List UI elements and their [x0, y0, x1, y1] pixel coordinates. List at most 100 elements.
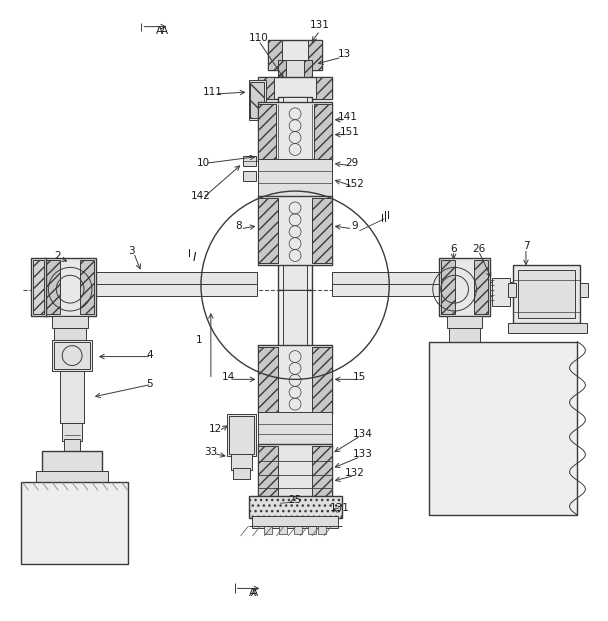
Text: 142: 142	[191, 191, 211, 201]
Bar	[87, 273, 257, 284]
Bar	[258, 198, 278, 263]
Bar	[60, 371, 84, 423]
Bar	[249, 80, 266, 120]
Text: 29: 29	[345, 158, 358, 168]
Text: 2: 2	[54, 250, 61, 260]
Text: 15: 15	[353, 373, 366, 383]
Bar	[278, 60, 286, 82]
Bar	[21, 483, 128, 564]
Bar	[316, 77, 332, 99]
Bar	[258, 196, 332, 265]
Bar	[52, 316, 88, 328]
Bar	[258, 77, 274, 99]
Text: 134: 134	[353, 429, 372, 439]
Bar	[314, 104, 332, 160]
Text: 13: 13	[338, 49, 351, 60]
Text: 131: 131	[310, 20, 330, 30]
Text: 132: 132	[345, 468, 364, 479]
Bar	[57, 274, 85, 304]
Text: 1: 1	[196, 335, 202, 345]
Text: 9: 9	[351, 221, 358, 231]
Text: A: A	[156, 25, 164, 35]
Text: 12: 12	[209, 424, 223, 434]
Bar	[268, 40, 322, 70]
Text: 131: 131	[330, 503, 350, 513]
Bar	[80, 260, 94, 314]
Bar	[312, 347, 332, 412]
Bar	[243, 171, 257, 181]
Bar	[52, 340, 92, 371]
Bar	[233, 468, 250, 479]
Bar	[294, 526, 302, 534]
Text: I: I	[192, 251, 196, 264]
Text: 3: 3	[128, 245, 135, 256]
Bar	[439, 258, 490, 316]
Bar	[32, 260, 44, 314]
Text: 111: 111	[203, 87, 223, 97]
Text: A: A	[250, 588, 258, 599]
Bar	[264, 526, 272, 534]
Text: I: I	[187, 248, 190, 258]
Bar	[36, 471, 108, 483]
Bar	[258, 104, 276, 160]
Bar	[283, 97, 307, 290]
Bar	[447, 316, 482, 328]
Bar	[279, 526, 287, 534]
Bar	[278, 97, 312, 290]
Text: 6: 6	[451, 243, 457, 253]
Bar	[258, 412, 332, 444]
Bar	[249, 496, 342, 518]
Bar	[30, 258, 46, 316]
Text: 33: 33	[204, 446, 218, 456]
Text: 25: 25	[288, 496, 302, 505]
Text: A: A	[249, 588, 255, 599]
Bar	[513, 265, 581, 323]
Bar	[43, 451, 102, 473]
Text: 8: 8	[235, 221, 242, 231]
Bar	[474, 260, 488, 314]
Bar	[441, 260, 455, 314]
Bar	[490, 283, 512, 296]
Bar	[54, 342, 90, 369]
Bar	[429, 342, 578, 515]
Text: 14: 14	[222, 373, 235, 383]
Text: 152: 152	[345, 179, 364, 189]
Bar	[332, 273, 441, 284]
Bar	[278, 290, 312, 483]
Bar	[250, 82, 264, 118]
Bar	[243, 156, 257, 166]
Bar	[62, 423, 82, 441]
Bar	[258, 102, 332, 161]
Bar	[87, 283, 257, 296]
Bar	[252, 516, 337, 528]
Bar	[449, 328, 480, 342]
Text: 5: 5	[146, 379, 153, 389]
Bar	[258, 444, 332, 498]
Text: 151: 151	[340, 127, 359, 137]
Text: 110: 110	[249, 32, 268, 42]
Bar	[64, 439, 80, 451]
Bar	[258, 160, 332, 196]
Text: A: A	[161, 25, 168, 35]
Bar	[54, 328, 86, 342]
Bar	[258, 347, 278, 412]
Bar	[581, 283, 589, 297]
Bar	[229, 416, 255, 454]
Text: 10: 10	[196, 158, 210, 168]
Bar	[312, 446, 332, 496]
Text: 26: 26	[472, 243, 485, 253]
Bar	[492, 278, 510, 306]
Bar	[508, 283, 516, 297]
Bar	[508, 323, 587, 333]
Bar	[283, 290, 307, 483]
Bar	[230, 454, 252, 469]
Text: 4: 4	[146, 350, 153, 360]
Bar	[308, 40, 322, 70]
Text: 7: 7	[523, 240, 530, 251]
Bar	[304, 60, 312, 82]
Text: 133: 133	[353, 449, 372, 459]
Bar	[258, 345, 332, 414]
Bar	[312, 198, 332, 263]
Bar	[258, 77, 332, 99]
Bar	[44, 258, 96, 316]
